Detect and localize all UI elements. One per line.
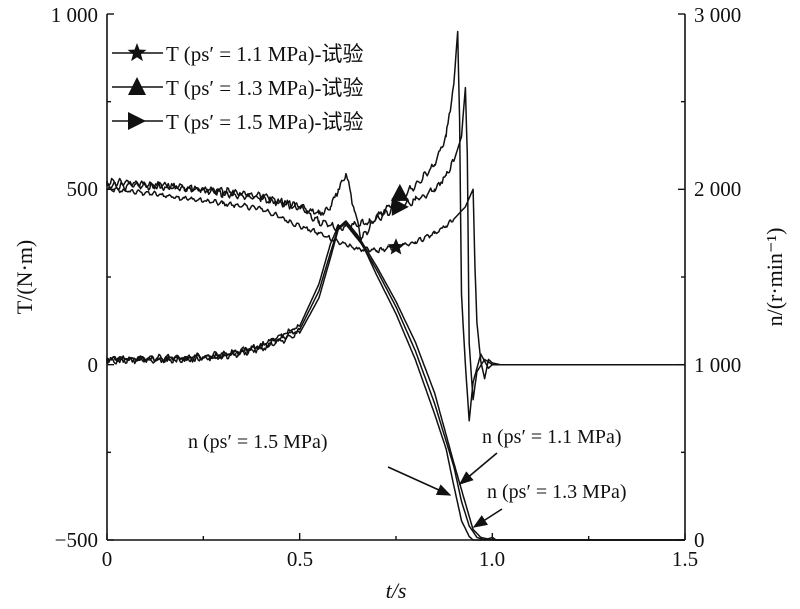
annotations: n (ps′ = 1.5 MPa) n (ps′ = 1.1 MPa) n (p… (188, 426, 627, 528)
y-left-axis-label: T/(N·m) (12, 240, 37, 315)
y-right-tick-label: 2 000 (694, 177, 741, 201)
triangle-right-marker (391, 197, 409, 216)
star-icon (127, 43, 147, 62)
triangle-up-icon (128, 77, 146, 95)
x-tick-label: 1.5 (672, 547, 698, 571)
y-right-tick-label: 0 (694, 528, 705, 552)
y-right-tick-label: 1 000 (694, 353, 741, 377)
legend-entry: T (ps′ = 1.1 MPa)-试验 (112, 42, 363, 66)
series-layer (106, 30, 685, 541)
x-tick-label: 0 (102, 547, 113, 571)
annotation-arrow (387, 466, 452, 496)
marker-layer (387, 183, 409, 255)
right-tick-labels: 0 1 000 2 000 3 000 (694, 3, 741, 552)
x-tick-label: 0.5 (287, 547, 313, 571)
y-left-tick-label: 500 (67, 177, 99, 201)
x-axis-label: t/s (386, 578, 407, 603)
y-left-tick-label: −500 (55, 528, 98, 552)
triangle-right-icon (128, 112, 146, 130)
legend-label: T (ps′ = 1.5 MPa)-试验 (166, 110, 363, 134)
series-line (106, 186, 685, 380)
y-right-axis-label: n/(r·min⁻¹) (762, 228, 787, 327)
y-right-tick-label: 3 000 (694, 3, 741, 27)
annotation-label: n (ps′ = 1.3 MPa) (487, 481, 627, 503)
x-tick-label: 1.0 (479, 547, 505, 571)
triangle-up-marker (390, 183, 409, 201)
annotation-arrow (472, 508, 503, 528)
annotation-arrow (458, 452, 498, 485)
left-tick-labels: −500 0 500 1 000 (51, 3, 98, 552)
legend-entry: T (ps′ = 1.5 MPa)-试验 (112, 110, 363, 134)
legend: T (ps′ = 1.1 MPa)-试验 T (ps′ = 1.3 MPa)-试… (112, 42, 363, 134)
series-line (106, 221, 685, 541)
legend-entry: T (ps′ = 1.3 MPa)-试验 (112, 76, 363, 100)
y-left-tick-label: 1 000 (51, 3, 98, 27)
legend-label: T (ps′ = 1.3 MPa)-试验 (166, 76, 363, 100)
annotation-label: n (ps′ = 1.5 MPa) (188, 431, 328, 453)
x-tick-labels: 0 0.5 1.0 1.5 (102, 547, 698, 571)
annotation-label: n (ps′ = 1.1 MPa) (482, 426, 622, 448)
star-marker (387, 238, 405, 255)
legend-label: T (ps′ = 1.1 MPa)-试验 (166, 42, 363, 66)
y-left-tick-label: 0 (88, 353, 99, 377)
